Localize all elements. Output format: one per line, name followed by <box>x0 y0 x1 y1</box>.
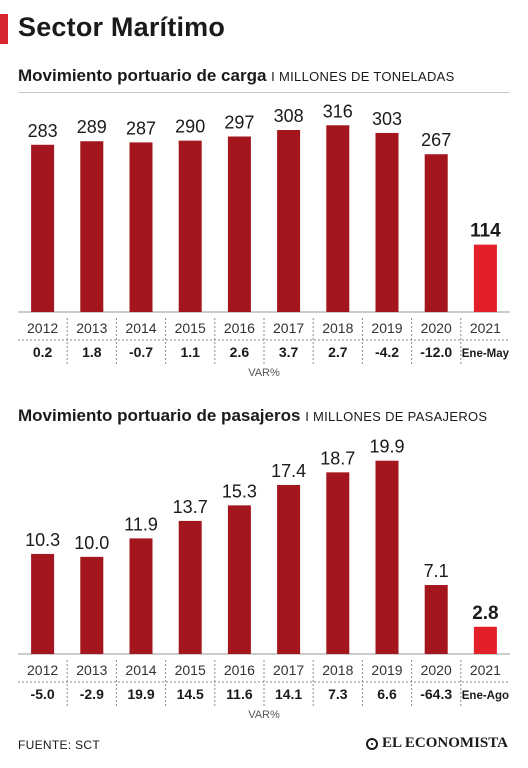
passenger-chart: 10.3 2012 -5.0 10.0 2013 -2.9 11.9 2014 19.9 13.7… <box>18 437 510 721</box>
variation-value: 2.6 <box>230 344 250 360</box>
variation-label: VAR% <box>248 367 280 379</box>
value-label: 303 <box>372 109 402 129</box>
value-label: 19.9 <box>369 437 404 457</box>
bar <box>473 626 497 654</box>
variation-value: 0.2 <box>33 344 53 360</box>
bar <box>375 460 399 654</box>
value-label: 2.8 <box>472 603 498 624</box>
variation-value: -5.0 <box>31 686 55 702</box>
globe-icon <box>366 737 378 750</box>
variation-value: -4.2 <box>375 344 399 360</box>
value-label: 287 <box>126 118 156 138</box>
x-tick-label: 2015 <box>175 662 206 678</box>
x-tick-label: 2016 <box>224 662 255 678</box>
variation-value: 3.7 <box>279 344 299 360</box>
x-tick-label: 2019 <box>371 320 402 336</box>
variation-value: 14.5 <box>177 686 204 702</box>
variation-value: -2.9 <box>80 686 104 702</box>
value-label: 267 <box>421 130 451 150</box>
chart2-heading: Movimiento portuario de pasajeros I MILL… <box>18 406 487 426</box>
value-label: 15.3 <box>222 481 257 501</box>
x-tick-label: 2012 <box>27 320 58 336</box>
variation-value: 19.9 <box>127 686 154 702</box>
variation-value: 6.6 <box>377 686 397 702</box>
chart1-top-rule <box>18 92 510 93</box>
value-label: 290 <box>175 117 205 137</box>
x-tick-label: 2021 <box>470 662 501 678</box>
bar <box>277 130 301 312</box>
x-tick-label: 2021 <box>470 320 501 336</box>
variation-value: Ene-May <box>462 348 510 360</box>
bar <box>80 556 104 654</box>
x-tick-label: 2018 <box>322 662 353 678</box>
bar <box>424 154 448 312</box>
value-label: 297 <box>224 113 254 133</box>
bar <box>424 585 448 654</box>
chart1-unit: I MILLONES DE TONELADAS <box>271 69 455 84</box>
publisher-name: EL ECONOMISTA <box>382 735 508 751</box>
bar <box>326 125 350 312</box>
variation-value: -0.7 <box>129 344 153 360</box>
x-tick-label: 2012 <box>27 662 58 678</box>
variation-value: Ene-Ago <box>462 690 509 702</box>
bar <box>129 538 153 654</box>
cargo-chart: 283 2012 0.2 289 2013 1.8 287 2014 -0.7 290 2015 1.… <box>18 101 510 379</box>
bar <box>129 142 153 312</box>
value-label: 18.7 <box>320 448 355 468</box>
chart2-title: Movimiento portuario de pasajeros <box>18 406 301 425</box>
bar <box>80 141 104 312</box>
value-label: 13.7 <box>173 497 208 517</box>
value-label: 7.1 <box>424 561 449 581</box>
chart2-unit: I MILLONES DE PASAJEROS <box>305 409 488 424</box>
x-tick-label: 2013 <box>76 662 107 678</box>
source-note: FUENTE: SCT <box>18 738 100 752</box>
value-label: 283 <box>28 121 58 141</box>
variation-value: 11.6 <box>226 686 253 702</box>
value-label: 10.3 <box>25 530 60 550</box>
page-title: Sector Marítimo <box>18 12 226 42</box>
variation-value: 14.1 <box>275 686 302 702</box>
variation-label: VAR% <box>248 709 280 721</box>
bar <box>227 505 251 654</box>
x-tick-label: 2016 <box>224 320 255 336</box>
bar <box>178 140 202 312</box>
bar <box>31 144 55 312</box>
title-accent-bar <box>0 14 8 44</box>
x-tick-label: 2017 <box>273 662 304 678</box>
x-tick-label: 2014 <box>125 320 156 336</box>
x-tick-label: 2014 <box>125 662 156 678</box>
bar <box>178 520 202 654</box>
chart1-title: Movimiento portuario de carga <box>18 66 267 85</box>
value-label: 114 <box>470 221 501 242</box>
chart1-heading: Movimiento portuario de carga I MILLONES… <box>18 66 455 86</box>
bar <box>227 136 251 312</box>
value-label: 17.4 <box>271 461 306 481</box>
bar <box>326 472 350 654</box>
x-tick-label: 2018 <box>322 320 353 336</box>
x-tick-label: 2019 <box>371 662 402 678</box>
variation-value: -12.0 <box>420 344 452 360</box>
x-tick-label: 2020 <box>421 320 452 336</box>
bar <box>473 244 497 312</box>
variation-value: 2.7 <box>328 344 348 360</box>
value-label: 11.9 <box>124 514 158 534</box>
x-tick-label: 2020 <box>421 662 452 678</box>
bar <box>31 553 55 654</box>
value-label: 308 <box>274 106 304 126</box>
x-tick-label: 2015 <box>175 320 206 336</box>
bar <box>375 132 399 312</box>
variation-value: 7.3 <box>328 686 348 702</box>
x-tick-label: 2017 <box>273 320 304 336</box>
value-label: 316 <box>323 101 353 121</box>
variation-value: 1.8 <box>82 344 102 360</box>
variation-value: -64.3 <box>420 686 452 702</box>
publisher-logo: EL ECONOMISTA <box>366 735 508 752</box>
value-label: 10.0 <box>74 533 109 553</box>
x-tick-label: 2013 <box>76 320 107 336</box>
bar <box>277 484 301 654</box>
value-label: 289 <box>77 117 107 137</box>
variation-value: 1.1 <box>180 344 200 360</box>
